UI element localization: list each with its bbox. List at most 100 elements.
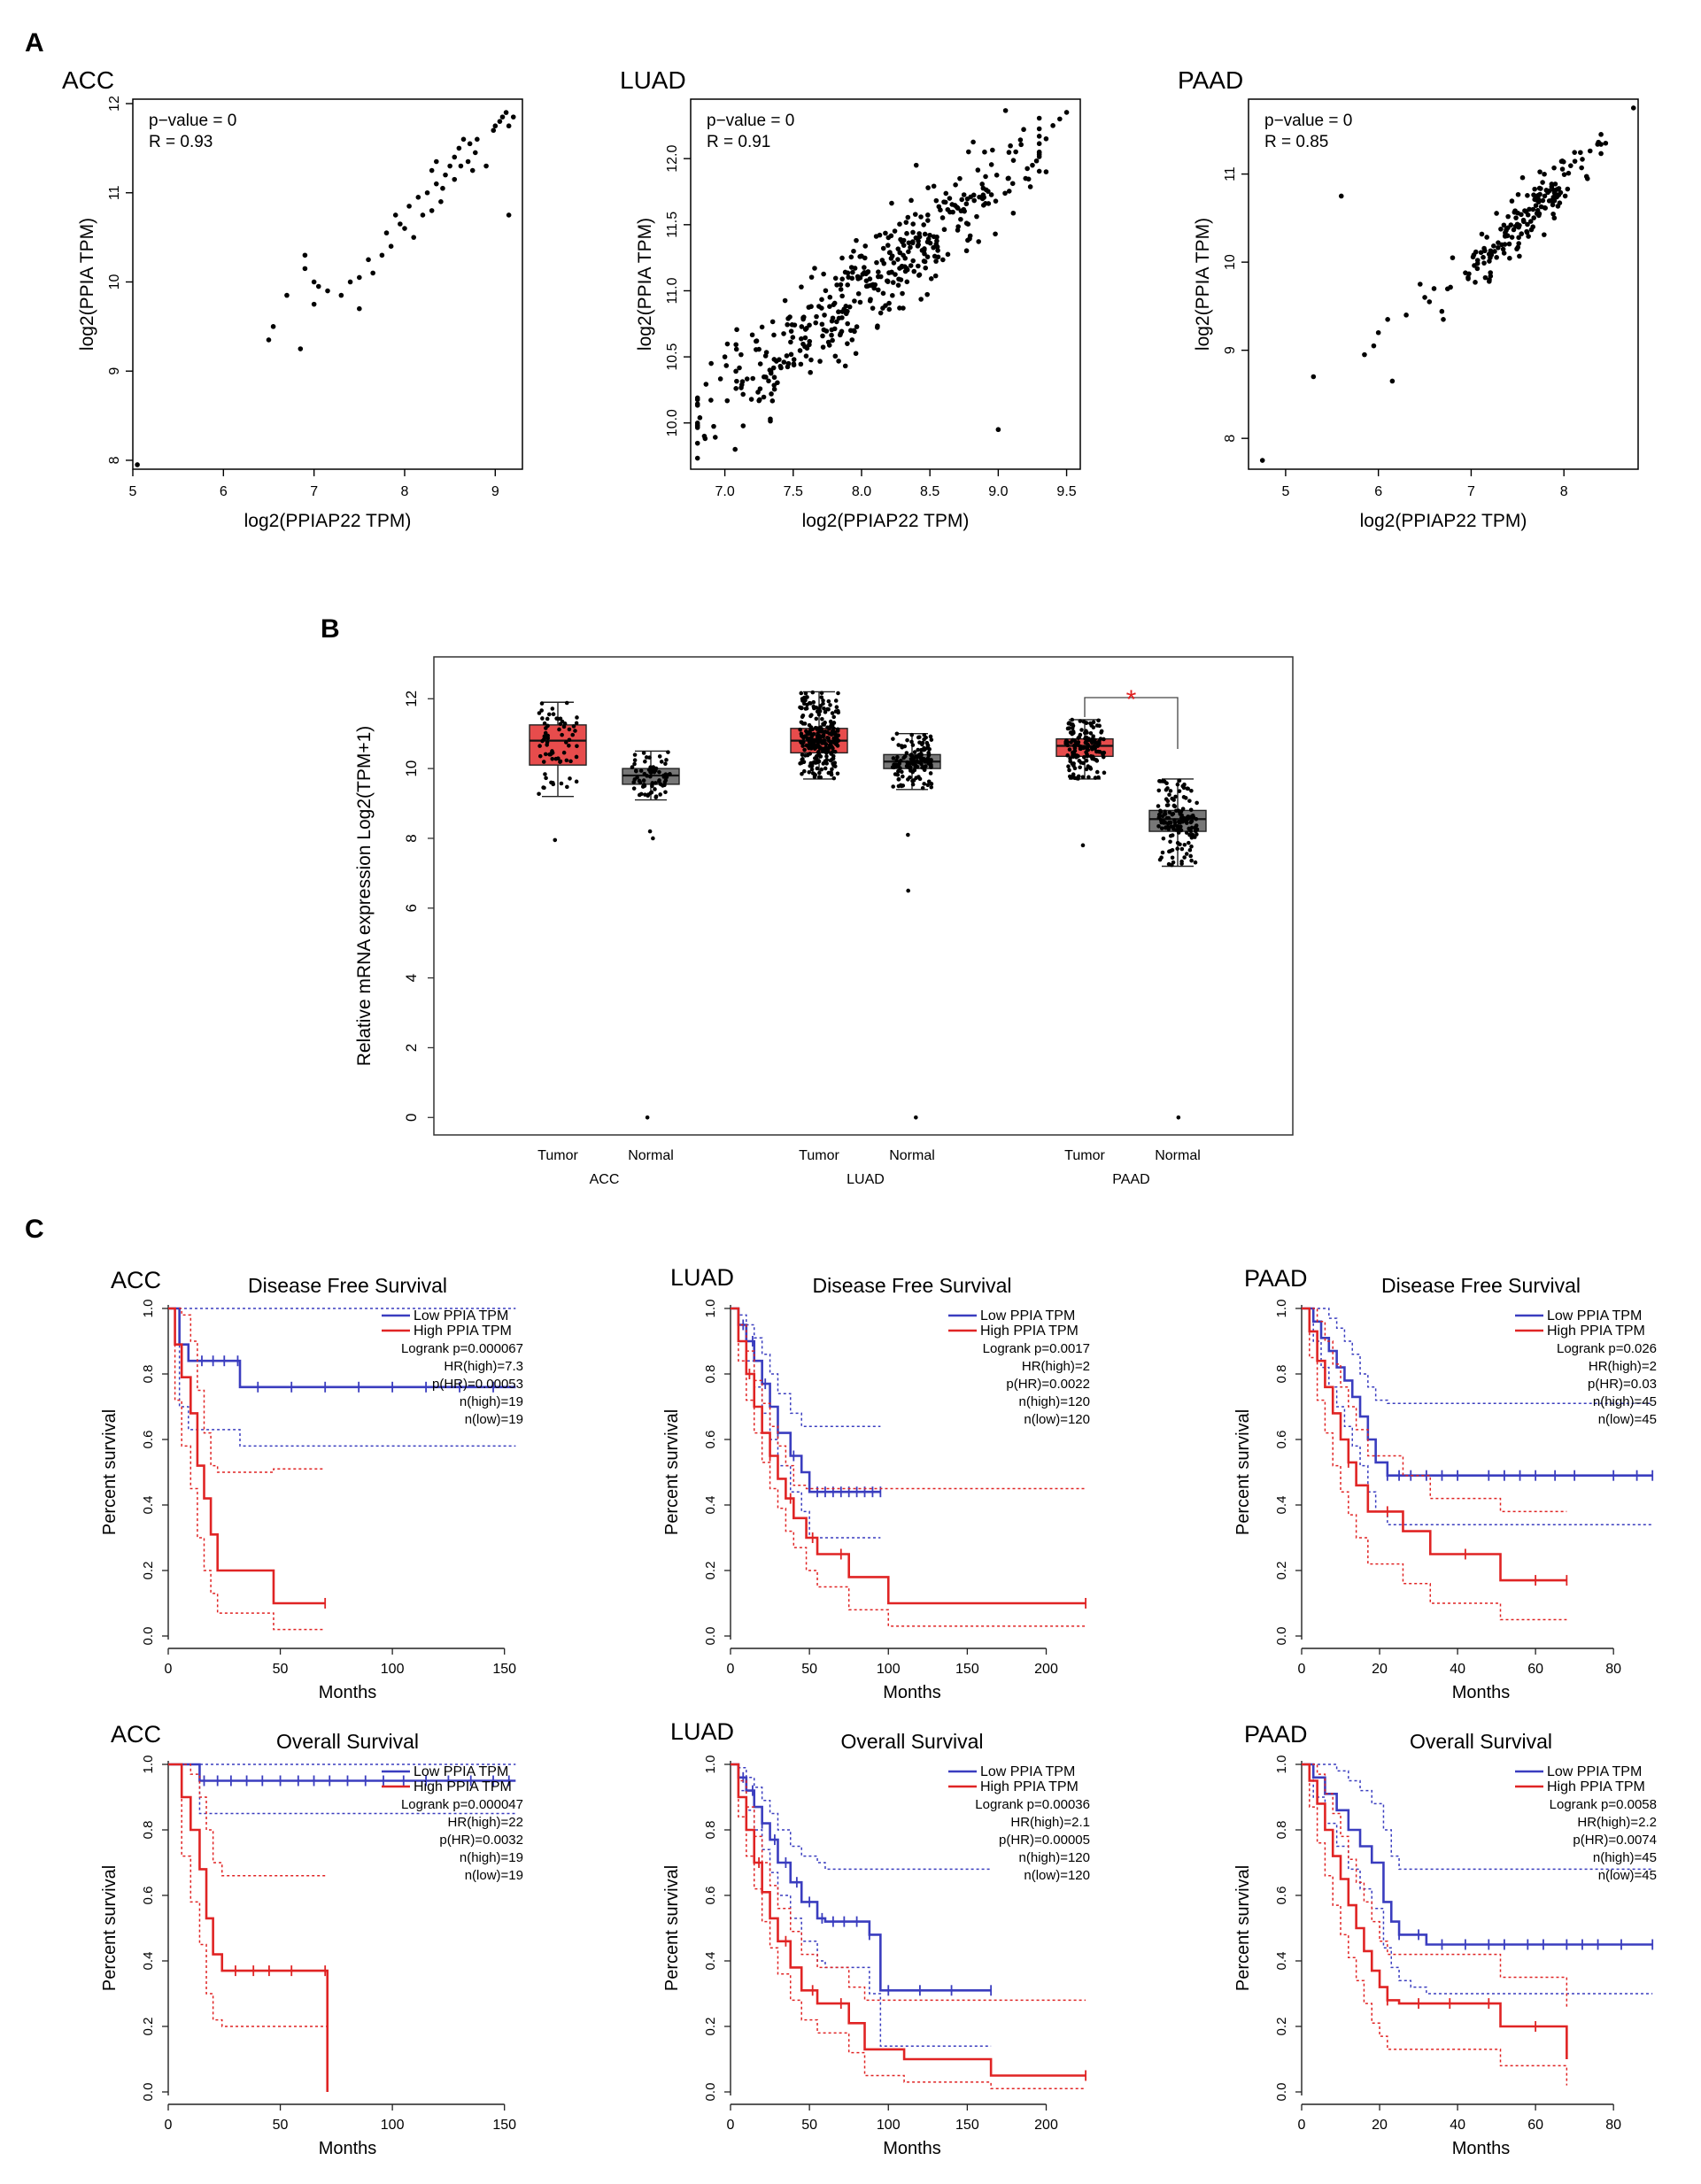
data-point <box>392 212 398 218</box>
data-point <box>828 719 833 724</box>
legend-label: High PPIA TPM <box>1547 1779 1645 1794</box>
ci-upper-line <box>731 1763 992 1871</box>
data-point <box>1179 824 1183 830</box>
box-label: Normal <box>889 1148 935 1163</box>
stat-text: HR(high)=7.3 <box>444 1359 523 1374</box>
y-tick-label: 6 <box>403 904 420 912</box>
data-point <box>902 268 908 274</box>
data-point <box>933 197 939 204</box>
data-point <box>1063 110 1070 115</box>
box-label: Normal <box>628 1148 674 1163</box>
data-point <box>458 163 464 169</box>
data-point <box>834 742 839 746</box>
data-point <box>881 260 887 266</box>
cancer-label: ACC <box>111 1721 161 1748</box>
x-tick-label: 8.0 <box>852 484 871 499</box>
data-point <box>666 750 670 754</box>
data-point <box>822 737 827 743</box>
data-point <box>829 318 835 324</box>
data-point <box>825 725 830 730</box>
data-point <box>440 185 445 191</box>
data-point <box>814 745 819 750</box>
data-point <box>1030 162 1035 168</box>
survival-line <box>168 1307 326 1605</box>
data-point <box>830 337 835 343</box>
data-point <box>1552 181 1558 187</box>
data-point <box>1525 212 1531 218</box>
data-point <box>298 346 304 351</box>
data-point <box>906 249 911 255</box>
data-point <box>1537 169 1542 174</box>
scatter-paad: PAAD 5 6 7 8 8 9 10 11 log2(PPIAP22 TPM) log2(PPIA… <box>1178 66 1639 531</box>
data-point <box>910 221 916 227</box>
km-title: Disease Free Survival <box>248 1274 447 1297</box>
data-point <box>961 192 967 197</box>
data-point <box>799 739 803 745</box>
data-point <box>467 141 473 147</box>
x-tick-label: 7 <box>310 484 318 499</box>
data-point <box>1385 317 1390 322</box>
data-point <box>1579 165 1584 171</box>
data-point <box>1036 168 1042 174</box>
data-point <box>807 769 812 775</box>
data-point <box>497 119 503 124</box>
data-point <box>925 185 931 190</box>
data-point <box>1050 123 1055 128</box>
data-point <box>834 319 839 325</box>
data-point <box>544 726 548 730</box>
data-point <box>1514 221 1520 228</box>
x-tick-label: 20 <box>1372 1662 1388 1677</box>
data-point <box>357 274 362 281</box>
data-point <box>1371 343 1377 349</box>
data-point <box>1072 776 1078 781</box>
x-tick-label: 0 <box>1298 2118 1306 2133</box>
data-point <box>813 320 819 326</box>
data-point <box>862 265 867 270</box>
data-point <box>889 200 894 206</box>
data-point <box>1550 211 1556 217</box>
data-point <box>657 769 661 775</box>
panel-label-b: B <box>321 614 340 644</box>
data-point <box>897 266 902 271</box>
x-tick-label: 150 <box>492 2118 516 2133</box>
y-tick-label: 0.8 <box>141 1365 156 1384</box>
data-point <box>1506 241 1512 247</box>
data-point <box>510 114 516 120</box>
data-point <box>824 754 829 759</box>
y-tick-label: 8 <box>107 456 122 464</box>
data-point <box>1444 286 1450 292</box>
data-point <box>1195 800 1199 806</box>
data-point <box>1168 848 1173 853</box>
y-tick-label: 0.2 <box>1274 2018 1289 2036</box>
scatter-luad: LUAD 7.0 7.5 8.0 8.5 9.0 9.5 10.0 10.5 11.0 11.5 12… <box>620 66 1081 531</box>
ci-upper-line <box>168 1308 326 1473</box>
data-point <box>875 274 881 280</box>
data-point <box>567 743 571 748</box>
data-point <box>808 369 813 375</box>
x-tick-label: 8.5 <box>920 484 939 499</box>
data-point <box>799 691 804 696</box>
x-tick-label: 9.0 <box>988 484 1008 499</box>
y-tick-label: 9 <box>1223 346 1238 354</box>
data-point <box>817 738 822 744</box>
data-point <box>819 695 824 699</box>
data-point <box>1021 127 1026 133</box>
x-axis-label: Months <box>883 2139 941 2158</box>
data-point <box>831 762 837 767</box>
data-point <box>1188 820 1194 825</box>
data-point <box>941 227 947 233</box>
data-point <box>694 440 700 446</box>
data-point <box>1496 240 1501 245</box>
data-point <box>632 752 638 757</box>
data-point <box>1450 255 1456 260</box>
data-point <box>1549 181 1555 187</box>
data-point <box>1175 840 1180 845</box>
data-point <box>503 110 509 115</box>
data-point <box>918 214 924 220</box>
data-point <box>663 778 669 783</box>
y-tick-label: 0.6 <box>1274 1887 1289 1905</box>
data-point <box>967 235 972 242</box>
data-point <box>1090 754 1095 759</box>
outlier-point <box>647 829 653 834</box>
data-point <box>266 337 272 343</box>
